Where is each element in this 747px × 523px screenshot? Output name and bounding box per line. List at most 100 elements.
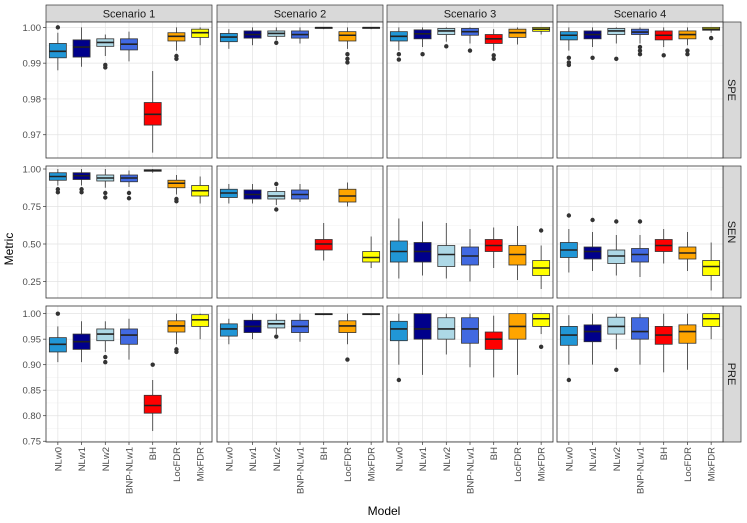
y-tick-label-spe-3: 1.00	[23, 23, 42, 34]
panel-spe-scenario-1	[45, 21, 213, 159]
box-mixfdr-pre-scenario-3	[532, 313, 551, 350]
box-nlw1-spe-scenario-1	[72, 27, 91, 67]
box-nlw2-spe-scenario-2	[267, 27, 286, 45]
panel-pre-scenario-1	[45, 305, 213, 443]
box-nlw2-pre-scenario-4	[607, 313, 626, 372]
box-bh-sen-scenario-2	[314, 223, 333, 261]
box-bh-pre-scenario-4	[654, 313, 673, 373]
box-nlw1-sen-scenario-1	[72, 169, 91, 195]
panel-pre-scenario-3	[386, 305, 554, 443]
box-body	[219, 323, 238, 337]
outlier-point	[708, 35, 714, 41]
box-body	[702, 313, 721, 327]
outlier-point	[274, 334, 279, 339]
outlier-point	[103, 354, 108, 360]
outlier-point	[55, 311, 61, 316]
x-tick-label-nlw1-scenario-1: NLw1	[77, 447, 88, 471]
outlier-point	[103, 195, 108, 200]
x-tick-label-bnp-nlw1-scenario-3: BNP-NLw1	[466, 447, 477, 494]
outlier-point	[274, 181, 279, 187]
x-tick-label-bh-scenario-4: BH	[659, 447, 670, 460]
box-nlw2-pre-scenario-3	[437, 313, 456, 355]
box-body	[583, 324, 602, 343]
x-tick-label-nlw1-scenario-2: NLw1	[248, 447, 259, 471]
y-tick-label-sen-0: 0.25	[23, 277, 42, 288]
outlier-point	[274, 40, 279, 45]
y-tick-label-pre-0: 0.75	[23, 437, 42, 448]
outlier-point	[126, 196, 132, 201]
panel-sen-scenario-4	[556, 165, 724, 299]
box-body	[120, 328, 138, 345]
box-mixfdr-spe-scenario-3	[532, 26, 551, 35]
outlier-point	[590, 55, 595, 60]
outlier-point	[345, 60, 350, 65]
outlier-point	[150, 362, 155, 367]
box-nlw0-spe-scenario-2	[219, 29, 238, 49]
box-mixfdr-spe-scenario-4	[702, 26, 721, 41]
outlier-point	[467, 48, 473, 53]
y-tick-label-pre-5: 1.00	[23, 309, 42, 320]
outlier-point	[103, 359, 108, 365]
outlier-point	[538, 344, 544, 350]
box-nlw1-sen-scenario-2	[243, 184, 262, 204]
box-mixfdr-pre-scenario-4	[702, 313, 721, 340]
box-bnp-nlw1-spe-scenario-3	[461, 27, 479, 53]
box-body	[702, 260, 721, 276]
box-nlw2-pre-scenario-2	[267, 313, 286, 339]
outlier-point	[126, 190, 132, 196]
box-bh-spe-scenario-1	[143, 71, 162, 153]
y-tick-label-spe-1: 0.98	[23, 94, 42, 105]
box-mixfdr-spe-scenario-2	[362, 26, 381, 30]
panel-border	[556, 165, 724, 299]
box-bnp-nlw1-pre-scenario-4	[631, 313, 649, 365]
panel-pre-scenario-4	[556, 305, 724, 443]
x-axis-title: Model	[368, 504, 401, 518]
facet-strip-label-spe: SPE	[725, 79, 737, 101]
box-bnp-nlw1-spe-scenario-1	[120, 31, 138, 62]
x-tick-label-nlw2-scenario-3: NLw2	[442, 447, 453, 471]
outlier-point	[396, 377, 402, 383]
box-nlw1-sen-scenario-3	[413, 221, 432, 276]
outlier-point	[274, 207, 279, 212]
box-bnp-nlw1-sen-scenario-2	[291, 184, 309, 202]
box-bh-spe-scenario-3	[484, 29, 503, 62]
x-tick-label-mixfdr-scenario-1: MixFDR	[196, 447, 207, 481]
box-nlw2-pre-scenario-1	[96, 321, 115, 365]
outlier-point	[420, 52, 425, 57]
box-bnp-nlw1-sen-scenario-1	[120, 170, 138, 201]
y-tick-label-pre-3: 0.90	[23, 360, 42, 371]
outlier-point	[685, 48, 690, 53]
panel-spe-scenario-2	[216, 21, 384, 159]
box-mixfdr-sen-scenario-4	[702, 242, 721, 291]
box-nlw0-pre-scenario-3	[389, 313, 408, 383]
box-nlw1-pre-scenario-3	[413, 313, 432, 375]
outlier-point	[685, 52, 690, 57]
x-tick-label-bh-scenario-1: BH	[148, 447, 159, 460]
outlier-point	[79, 190, 84, 195]
box-nlw0-spe-scenario-1	[48, 25, 67, 71]
box-nlw2-sen-scenario-3	[437, 223, 456, 279]
outlier-point	[174, 199, 179, 204]
box-nlw0-sen-scenario-1	[48, 169, 67, 195]
panel-border	[216, 21, 384, 159]
outlier-point	[345, 357, 350, 362]
outlier-point	[103, 65, 108, 70]
box-locfdr-pre-scenario-2	[338, 313, 357, 362]
box-nlw2-spe-scenario-3	[437, 27, 456, 49]
box-locfdr-pre-scenario-1	[167, 313, 186, 355]
box-body	[72, 39, 91, 58]
box-locfdr-spe-scenario-3	[508, 27, 527, 45]
panel-border	[386, 21, 554, 159]
box-nlw1-sen-scenario-4	[583, 217, 602, 271]
box-nlw0-pre-scenario-2	[219, 318, 238, 345]
box-nlw1-pre-scenario-4	[583, 313, 602, 365]
box-bnp-nlw1-sen-scenario-3	[461, 229, 479, 282]
box-mixfdr-sen-scenario-1	[191, 176, 210, 204]
box-bnp-nlw1-sen-scenario-4	[631, 219, 649, 277]
panel-spe-scenario-4	[556, 21, 724, 159]
x-tick-label-locfdr-scenario-1: LocFDR	[172, 447, 183, 482]
outlier-point	[538, 228, 544, 233]
box-locfdr-sen-scenario-4	[678, 232, 697, 271]
box-nlw0-pre-scenario-1	[48, 311, 67, 363]
